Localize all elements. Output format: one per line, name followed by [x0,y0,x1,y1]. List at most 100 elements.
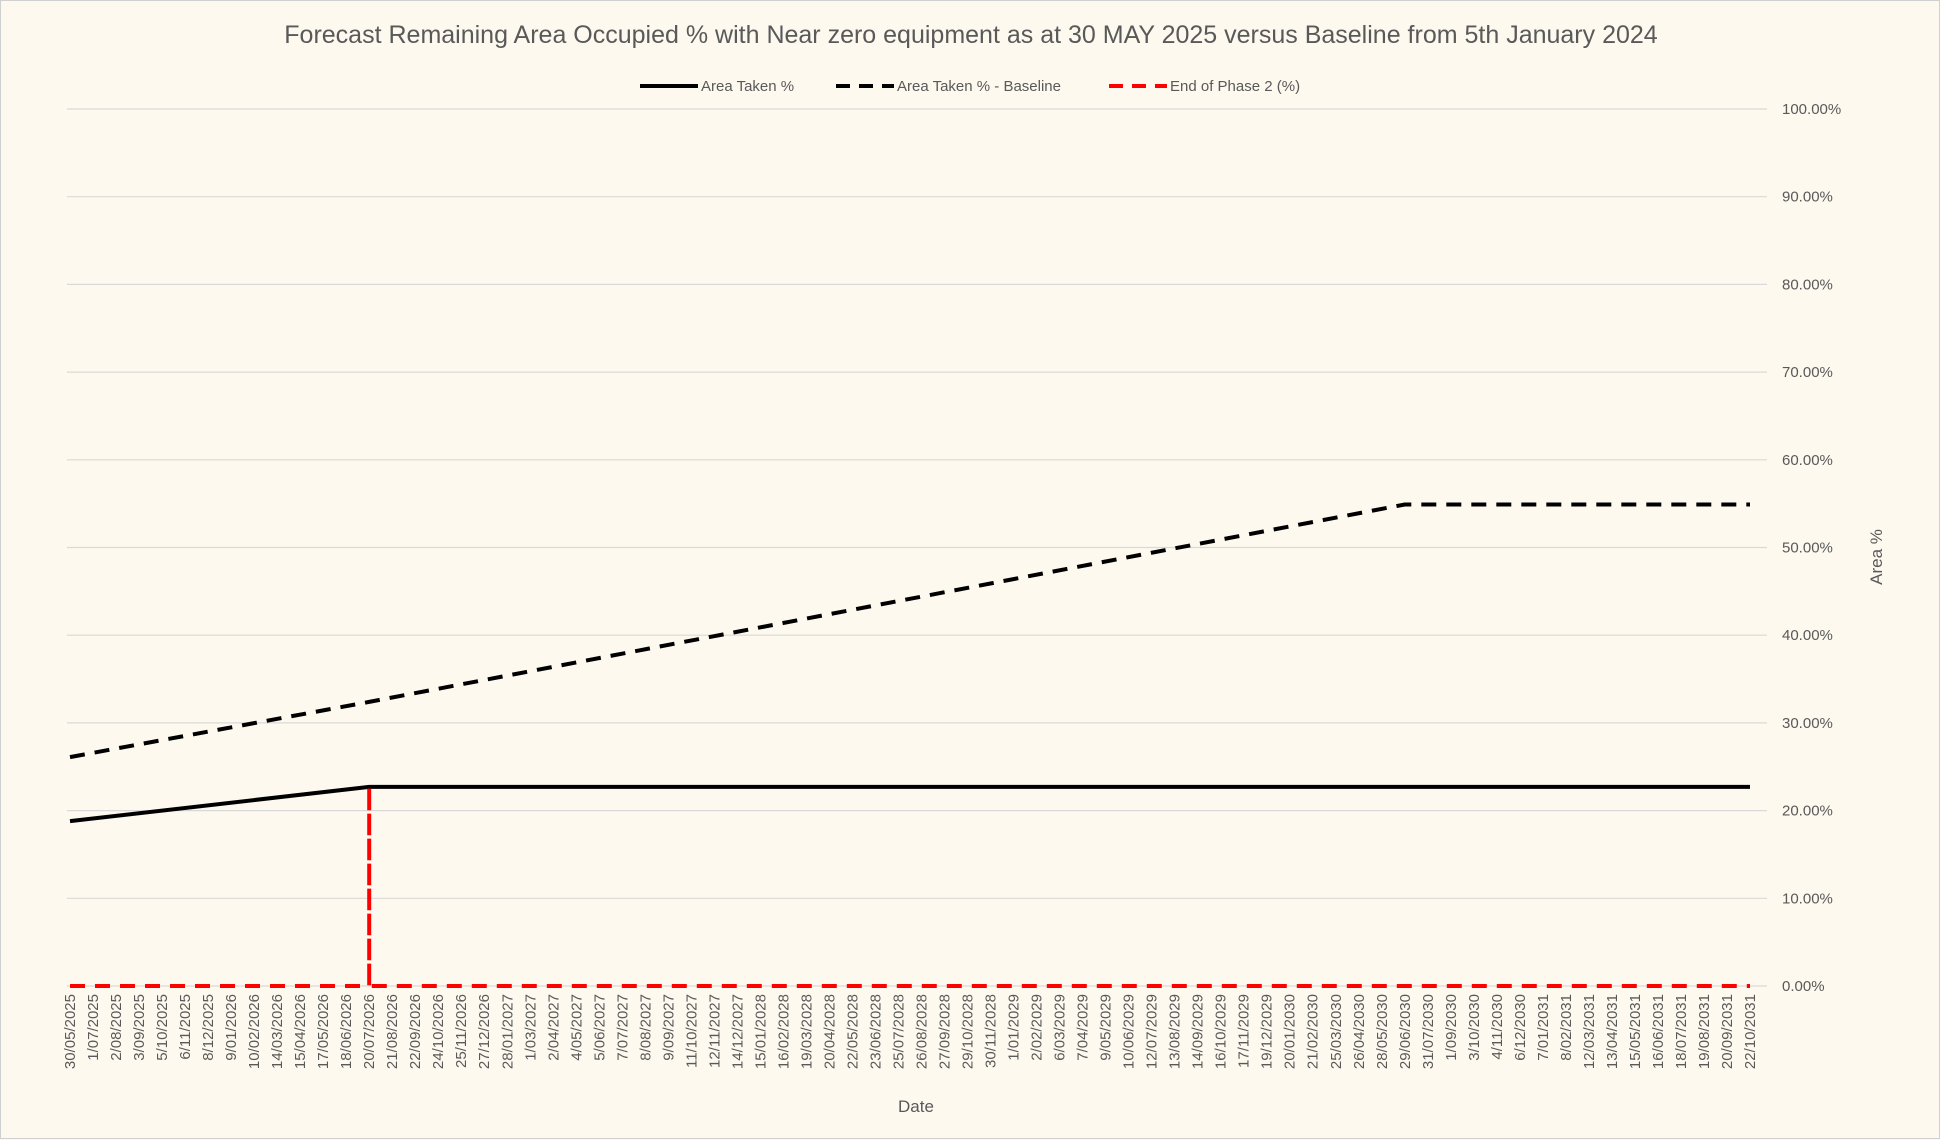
legend-item-area-taken: Area Taken % [640,78,794,95]
y-tick-label: 70.00% [1782,364,1833,381]
x-tick-label: 24/10/2026 [430,994,447,1069]
x-tick-label: 12/11/2027 [706,994,723,1068]
x-tick-label: 6/11/2025 [177,994,194,1060]
x-tick-label: 1/03/2027 [522,994,539,1061]
x-tick-label: 29/06/2030 [1397,994,1414,1069]
x-tick-label: 29/10/2028 [960,994,977,1069]
x-tick-label: 9/01/2026 [223,994,240,1061]
x-tick-label: 28/01/2027 [499,994,516,1069]
x-tick-label: 22/10/2031 [1742,994,1759,1069]
x-tick-label: 6/03/2029 [1052,994,1069,1061]
x-tick-label: 7/01/2031 [1535,994,1552,1061]
x-tick-label: 8/12/2025 [200,994,217,1061]
x-tick-label: 20/09/2031 [1719,994,1736,1069]
x-tick-label: 20/04/2028 [821,994,838,1069]
y-tick-label: 100.00% [1782,101,1841,118]
x-tick-label: 7/04/2029 [1075,994,1092,1061]
x-tick-label: 25/11/2026 [453,994,470,1068]
y-tick-label: 10.00% [1782,890,1833,907]
y-axis-title: Area % [1867,529,1886,585]
x-tick-label: 9/09/2027 [660,994,677,1061]
x-tick-label: 4/11/2030 [1489,994,1506,1060]
x-tick-label: 22/05/2028 [844,994,861,1069]
series-layer [69,502,1750,988]
x-tick-label: 3/09/2025 [131,994,148,1061]
x-tick-label: 5/06/2027 [591,994,608,1061]
x-tick-label: 19/12/2029 [1259,994,1276,1069]
x-tick-label: 15/04/2026 [292,994,309,1069]
legend: Area Taken % Area Taken % - Baseline End… [640,78,1300,95]
y-tick-label: 30.00% [1782,715,1833,732]
x-tick-label: 8/02/2031 [1558,994,1575,1061]
x-tick-label: 14/03/2026 [269,994,286,1069]
y-tick-label: 60.00% [1782,452,1833,469]
x-tick-label: 2/08/2025 [108,994,125,1061]
series-line-area-taken-baseline [69,502,1750,760]
x-tick-label: 15/05/2031 [1627,994,1644,1069]
x-tick-label: 22/09/2026 [407,994,424,1069]
x-tick-label: 19/08/2031 [1696,994,1713,1069]
y-tick-label: 50.00% [1782,540,1833,557]
y-tick-label: 0.00% [1782,978,1825,995]
x-tick-label: 18/07/2031 [1673,994,1690,1069]
x-tick-label: 16/10/2029 [1213,994,1230,1069]
x-tick-label: 1/09/2030 [1443,994,1460,1061]
y-tick-label: 80.00% [1782,276,1833,293]
x-tick-label: 20/01/2030 [1282,994,1299,1069]
y-tick-label: 40.00% [1782,627,1833,644]
x-tick-label: 14/12/2027 [729,994,746,1069]
x-tick-label: 17/11/2029 [1236,994,1253,1068]
x-axis-title: Date [898,1097,934,1116]
legend-label-baseline: Area Taken % - Baseline [897,78,1061,95]
legend-label-area-taken: Area Taken % [701,78,794,95]
x-tick-label: 18/06/2026 [338,994,355,1069]
x-tick-label: 20/07/2026 [361,994,378,1069]
x-tick-label: 23/06/2028 [867,994,884,1069]
x-tick-label: 6/12/2030 [1512,994,1529,1061]
x-tick-label: 27/09/2028 [937,994,954,1069]
x-tick-label: 13/08/2029 [1167,994,1184,1069]
chart-title: Forecast Remaining Area Occupied % with … [284,21,1658,49]
x-tick-label: 4/05/2027 [568,994,585,1061]
legend-label-end-phase-2: End of Phase 2 (%) [1170,78,1300,95]
x-tick-label: 16/02/2028 [775,994,792,1069]
x-tick-label: 5/10/2025 [154,994,171,1061]
x-tick-label: 27/12/2026 [476,994,493,1069]
x-tick-label: 25/07/2028 [890,994,907,1069]
x-tick-labels: 30/05/2025 1/07/2025 2/08/2025 3/09/2025 5/1… [62,994,1759,1069]
x-tick-label: 12/03/2031 [1581,994,1598,1069]
x-tick-label: 17/05/2026 [315,994,332,1069]
x-tick-label: 13/04/2031 [1604,994,1621,1069]
x-tick-label: 26/04/2030 [1351,994,1368,1069]
x-tick-label: 19/03/2028 [798,994,815,1069]
legend-item-baseline: Area Taken % - Baseline [836,78,1061,95]
x-tick-label: 31/07/2030 [1420,994,1437,1069]
x-tick-label: 2/02/2029 [1029,994,1046,1061]
x-tick-label: 8/08/2027 [637,994,654,1061]
x-tick-label: 14/09/2029 [1190,994,1207,1069]
x-tick-label: 11/10/2027 [683,994,700,1068]
series-line-area-taken [69,784,1750,824]
x-tick-label: 28/05/2030 [1374,994,1391,1069]
x-tick-label: 21/02/2030 [1305,994,1322,1069]
x-tick-label: 25/03/2030 [1328,994,1345,1069]
x-tick-label: 7/07/2027 [614,994,631,1061]
series-line-end-of-phase-2 [70,784,1750,988]
x-tick-label: 10/06/2029 [1121,994,1138,1069]
x-tick-label: 3/10/2030 [1466,994,1483,1061]
x-tick-label: 16/06/2031 [1650,994,1667,1069]
x-tick-label: 30/11/2028 [983,994,1000,1068]
y-tick-labels: 0.00% 10.00% 20.00% 30.00% 40.00% 50.00% 60.00… [1782,101,1841,995]
x-tick-label: 12/07/2029 [1144,994,1161,1069]
x-tick-label: 10/02/2026 [246,994,263,1069]
y-tick-label: 90.00% [1782,189,1833,206]
x-tick-label: 1/07/2025 [85,994,102,1061]
x-tick-label: 2/04/2027 [545,994,562,1061]
x-tick-label: 9/05/2029 [1098,994,1115,1061]
x-tick-label: 30/05/2025 [62,994,79,1069]
x-tick-label: 21/08/2026 [384,994,401,1069]
x-tick-label: 1/01/2029 [1006,994,1023,1061]
x-tick-label: 26/08/2028 [914,994,931,1069]
